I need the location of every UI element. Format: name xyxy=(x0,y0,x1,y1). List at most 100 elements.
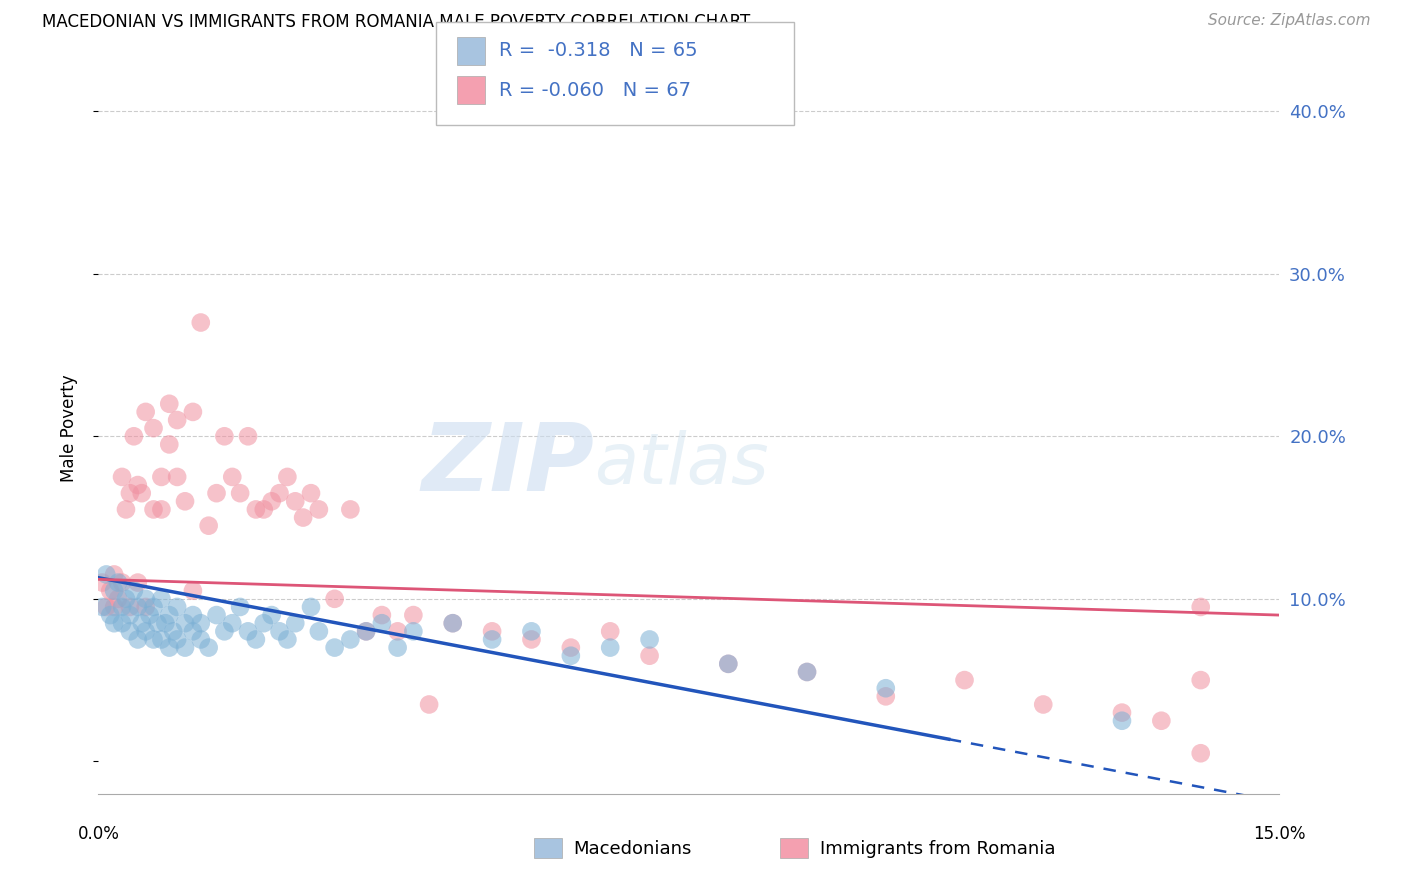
Point xyxy=(796,665,818,679)
Point xyxy=(1189,599,1212,614)
Point xyxy=(441,616,464,631)
Point xyxy=(599,624,621,639)
Point xyxy=(142,599,165,614)
Point xyxy=(481,624,503,639)
Point xyxy=(115,502,138,516)
Point xyxy=(103,567,125,582)
Point xyxy=(253,502,276,516)
Text: 0.0%: 0.0% xyxy=(77,825,120,843)
Point xyxy=(91,575,114,590)
Point xyxy=(1189,746,1212,760)
Point xyxy=(135,591,157,606)
Point xyxy=(150,502,173,516)
Point xyxy=(197,518,219,533)
Point xyxy=(260,608,283,623)
Point xyxy=(520,632,543,647)
Point xyxy=(481,632,503,647)
Point xyxy=(269,624,291,639)
Point xyxy=(214,429,236,443)
Point xyxy=(638,648,661,663)
Text: Source: ZipAtlas.com: Source: ZipAtlas.com xyxy=(1208,13,1371,29)
Text: 15.0%: 15.0% xyxy=(1253,825,1306,843)
Point xyxy=(127,599,149,614)
Point xyxy=(245,502,267,516)
Point xyxy=(103,583,125,598)
Point xyxy=(142,632,165,647)
Point xyxy=(150,591,173,606)
Point xyxy=(166,413,188,427)
Point xyxy=(308,624,330,639)
Point xyxy=(162,624,184,639)
Text: atlas: atlas xyxy=(595,430,769,500)
Point xyxy=(1189,673,1212,687)
Point xyxy=(221,616,243,631)
Point xyxy=(875,690,897,704)
Point xyxy=(96,567,118,582)
Point xyxy=(260,494,283,508)
Text: Immigrants from Romania: Immigrants from Romania xyxy=(820,840,1054,858)
Point xyxy=(354,624,377,639)
Point xyxy=(402,608,425,623)
Point xyxy=(339,632,361,647)
Text: ZIP: ZIP xyxy=(422,418,595,511)
Point xyxy=(190,632,212,647)
Point xyxy=(127,478,149,492)
Point xyxy=(371,616,394,631)
Point xyxy=(127,632,149,647)
Text: R = -0.060   N = 67: R = -0.060 N = 67 xyxy=(499,80,692,100)
Point xyxy=(717,657,740,671)
Point xyxy=(142,421,165,435)
Point xyxy=(387,624,409,639)
Point xyxy=(166,632,188,647)
Point xyxy=(418,698,440,712)
Point xyxy=(953,673,976,687)
Point xyxy=(371,608,394,623)
Point xyxy=(111,599,134,614)
Point xyxy=(190,616,212,631)
Point xyxy=(103,616,125,631)
Point xyxy=(236,429,259,443)
Point xyxy=(441,616,464,631)
Point xyxy=(205,486,228,500)
Y-axis label: Male Poverty: Male Poverty xyxy=(59,375,77,482)
Point xyxy=(96,599,118,614)
Point xyxy=(166,599,188,614)
Point xyxy=(181,608,204,623)
Point xyxy=(135,624,157,639)
Point xyxy=(197,640,219,655)
Point xyxy=(229,486,252,500)
Point xyxy=(157,640,180,655)
Point xyxy=(284,494,307,508)
Point xyxy=(111,470,134,484)
Point xyxy=(276,470,298,484)
Point xyxy=(323,640,346,655)
Point xyxy=(107,591,129,606)
Point xyxy=(214,624,236,639)
Point xyxy=(402,624,425,639)
Point xyxy=(111,616,134,631)
Point xyxy=(190,316,212,330)
Point xyxy=(98,608,121,623)
Point xyxy=(142,502,165,516)
Point xyxy=(181,405,204,419)
Point xyxy=(174,640,197,655)
Point xyxy=(166,470,188,484)
Point xyxy=(91,599,114,614)
Point xyxy=(229,599,252,614)
Point xyxy=(236,624,259,639)
Point xyxy=(717,657,740,671)
Point xyxy=(135,405,157,419)
Point xyxy=(107,575,129,590)
Point xyxy=(146,616,169,631)
Point xyxy=(127,575,149,590)
Point xyxy=(181,624,204,639)
Point xyxy=(118,599,141,614)
Point xyxy=(387,640,409,655)
Point xyxy=(1111,714,1133,728)
Text: MACEDONIAN VS IMMIGRANTS FROM ROMANIA MALE POVERTY CORRELATION CHART: MACEDONIAN VS IMMIGRANTS FROM ROMANIA MA… xyxy=(42,13,751,31)
Point xyxy=(599,640,621,655)
Point xyxy=(118,624,141,639)
Point xyxy=(560,648,582,663)
Point xyxy=(174,494,197,508)
Point xyxy=(205,608,228,623)
